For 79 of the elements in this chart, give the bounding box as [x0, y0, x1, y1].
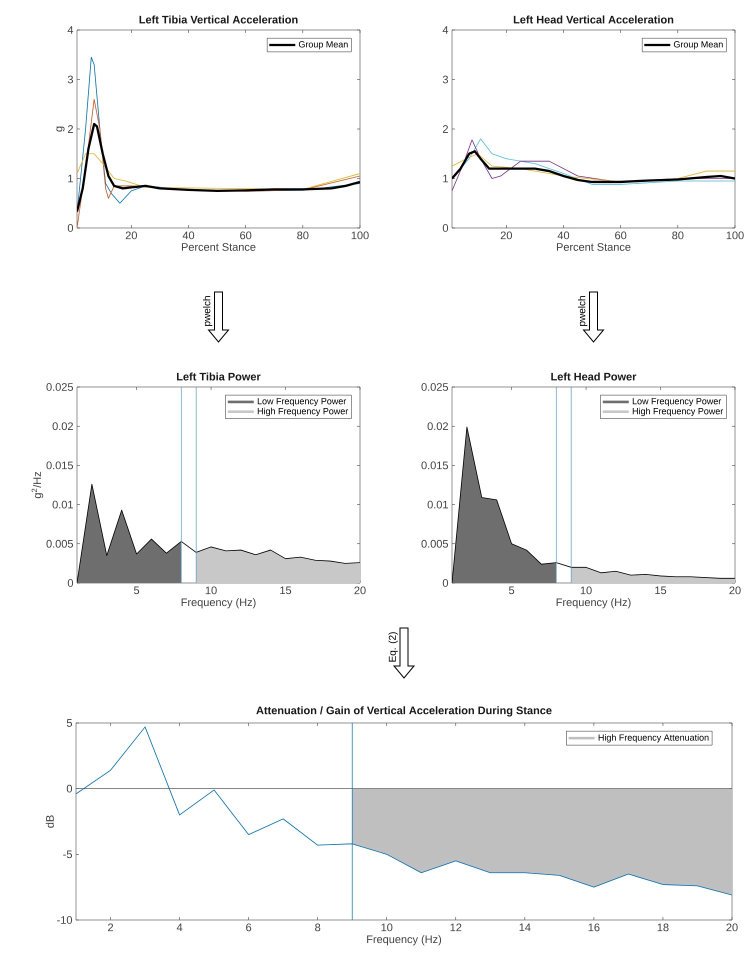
- chart-title: Left Head Power: [551, 372, 636, 380]
- x-tick-label: 20: [726, 924, 738, 932]
- x-tick-label: 2: [108, 924, 114, 932]
- y-tick-label: 0.005: [46, 540, 74, 548]
- y-tick-label: 5: [66, 719, 72, 727]
- x-axis-title: Percent Stance: [556, 243, 630, 251]
- x-tick-label: 100: [352, 232, 369, 240]
- x-tick-label: 20: [126, 232, 137, 240]
- x-axis-title: Percent Stance: [182, 243, 256, 251]
- legend-label: Low Frequency Power: [258, 398, 346, 406]
- y-tick-label: 0: [442, 579, 448, 587]
- y-tick-label: 3: [68, 76, 73, 84]
- x-axis-title: Frequency (Hz): [182, 598, 256, 608]
- x-tick-label: 10: [580, 586, 592, 594]
- line-series: [77, 484, 360, 583]
- y-tick-label: 0.015: [46, 462, 74, 470]
- text: pwelch: [578, 296, 588, 326]
- x-tick-label: 20: [354, 586, 366, 594]
- y-tick-label: 2: [442, 125, 448, 133]
- y-tick-label: 4: [442, 26, 448, 34]
- y-tick-label: 0: [68, 224, 74, 232]
- chart-title: Left Tibia Power: [177, 372, 261, 380]
- x-tick-label: 10: [381, 924, 392, 932]
- y-tick-label: 0.015: [421, 462, 448, 470]
- y-tick-label: 0.01: [52, 500, 73, 508]
- x-tick-label: 4: [176, 924, 182, 932]
- y-tick-label: 1: [68, 174, 73, 182]
- x-tick-label: 8: [315, 924, 320, 932]
- y-tick-label: 0: [442, 224, 448, 232]
- text: Eq. (2): [388, 632, 398, 662]
- x-tick-label: 20: [729, 586, 741, 594]
- x-tick-label: 80: [297, 232, 308, 240]
- legend-label: High Frequency Attenuation: [598, 734, 708, 742]
- x-tick-label: 15: [280, 586, 292, 594]
- text: pwelch: [203, 296, 212, 326]
- x-tick-label: 5: [508, 586, 514, 594]
- chart-title: Left Tibia Vertical Acceleration: [140, 15, 298, 24]
- chart-title: Left Head Vertical Acceleration: [514, 15, 674, 24]
- x-axis-title: Frequency (Hz): [556, 598, 631, 608]
- y-tick-label: -10: [57, 916, 72, 924]
- legend-label: Low Frequency Power: [632, 398, 722, 406]
- chart-title: Attenuation / Gain of Vertical Acceleration During Stance: [256, 706, 552, 717]
- legend-label: High Frequency Power: [258, 408, 348, 416]
- x-tick-label: 80: [672, 232, 684, 240]
- y-axis-title: g: [56, 126, 65, 132]
- legend-label: Group Mean: [298, 41, 348, 50]
- y-tick-label: 0.025: [421, 383, 448, 391]
- y-tick-label: 1: [443, 174, 448, 182]
- x-tick-label: 40: [182, 232, 194, 240]
- y-tick-label: 0.005: [421, 540, 448, 548]
- y-axis-title: g$^{2}$/Hz: [32, 472, 44, 498]
- y-tick-label: -5: [63, 850, 72, 858]
- y-tick-label: 2: [68, 125, 73, 133]
- x-tick-label: 20: [500, 232, 512, 240]
- y-tick-label: 0.01: [428, 500, 448, 508]
- x-tick-label: 18: [658, 924, 669, 932]
- x-axis-title: Frequency (Hz): [367, 935, 442, 946]
- y-tick-label: 0: [66, 784, 72, 793]
- x-tick-label: 15: [655, 586, 666, 594]
- x-tick-label: 40: [558, 232, 570, 240]
- y-tick-label: 0: [68, 579, 74, 587]
- y-tick-label: 0.025: [46, 383, 74, 391]
- x-tick-label: 12: [450, 924, 462, 932]
- y-tick-label: 0.02: [428, 422, 448, 430]
- y-tick-label: 0.02: [52, 422, 73, 430]
- x-tick-label: 5: [134, 586, 140, 594]
- line-series: [77, 122, 360, 213]
- x-tick-label: 16: [588, 924, 600, 932]
- x-tick-label: 6: [246, 924, 252, 932]
- legend-label: High Frequency Power: [632, 408, 724, 416]
- legend-label: Group Mean: [674, 41, 723, 50]
- x-tick-label: 100: [726, 232, 744, 240]
- y-tick-label: 3: [442, 76, 448, 84]
- y-axis-title: dB: [46, 815, 54, 828]
- x-tick-label: 60: [615, 232, 626, 240]
- x-tick-label: 14: [520, 924, 531, 932]
- y-tick-label: 4: [68, 26, 74, 34]
- x-tick-label: 60: [240, 232, 252, 240]
- x-tick-label: 10: [206, 586, 217, 594]
